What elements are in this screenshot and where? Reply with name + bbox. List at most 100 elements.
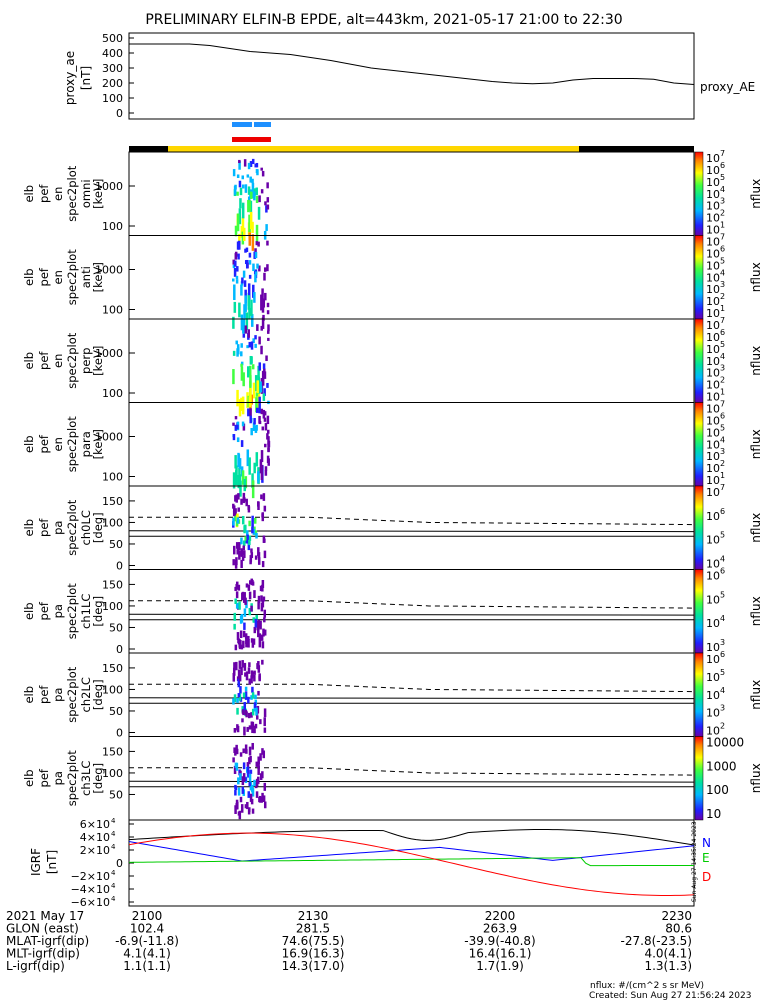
pa-flux-cell — [247, 667, 251, 674]
pa-flux-cell — [263, 609, 267, 618]
pa-flux-cell — [253, 702, 257, 708]
colorbar-tick-base: 10 — [706, 671, 720, 684]
pa-panel-frame — [128, 736, 695, 821]
energy-flux-cell — [255, 241, 259, 246]
energy-flux-cell — [251, 178, 254, 184]
colorbar-tick-exp: 5 — [720, 531, 725, 540]
energy-ytick: 1000 — [95, 180, 123, 193]
energy-flux-cell — [245, 259, 249, 269]
pa-flux-cell — [261, 771, 264, 779]
panel-label-line: elb — [22, 268, 36, 286]
energy-flux-cell — [262, 363, 266, 369]
energy-flux-cell — [263, 411, 267, 416]
footer-value: -27.8(-23.5) — [621, 934, 692, 948]
pa-flux-cell — [236, 513, 239, 521]
pa-flux-cell — [263, 801, 267, 809]
pa-flux-cell — [254, 694, 257, 700]
colorbar-tick-exp: 2 — [720, 722, 725, 731]
igrf-ytick-exp: 4 — [111, 817, 116, 825]
energy-flux-cell — [263, 388, 266, 396]
pa-flux-cell — [242, 762, 246, 770]
energy-flux-cell — [254, 274, 257, 283]
colorbar-tick-base: 10 — [706, 462, 720, 475]
pa-flux-cell — [258, 675, 261, 680]
pa-flux-cell — [233, 694, 237, 703]
pa-panel-frame — [128, 569, 695, 654]
energy-flux-cell — [241, 175, 245, 180]
pa-flux-cell — [250, 721, 254, 730]
pa-flux-cell — [263, 505, 267, 512]
energy-flux-cell — [251, 364, 255, 370]
energy-flux-cell — [264, 469, 268, 476]
pa-90deg-line — [128, 613, 695, 616]
colorbar-7 — [694, 736, 704, 821]
energy-flux-cell — [241, 184, 245, 189]
pa-panel-frame — [128, 652, 695, 737]
pa-flux-cell — [249, 793, 253, 802]
pa-flux-cell — [241, 515, 245, 525]
proxy-ae-panel: proxy_ae [nT] 500 400 300 200 100 0 proxy_AE — [63, 32, 755, 120]
energy-flux-cell — [248, 365, 252, 377]
energy-flux-cell — [262, 314, 265, 321]
pa-flux-cell — [240, 537, 243, 545]
energy-flux-cell — [254, 248, 257, 254]
pa-flux-cell — [243, 662, 247, 671]
energy-panel-frame — [128, 402, 695, 487]
energy-flux-cell — [241, 231, 245, 245]
energy-flux-cell — [264, 443, 267, 448]
energy-flux-cell — [246, 174, 250, 178]
pa-flux-cell — [263, 717, 266, 727]
pa-flux-cell — [243, 702, 247, 711]
energy-flux-cell — [266, 382, 269, 388]
pa-flux-cell — [244, 744, 248, 754]
igrf-ytick: 4×10 — [80, 831, 110, 844]
colorbar-tick-base: 10 — [706, 236, 720, 249]
energy-flux-cell — [240, 440, 244, 447]
footer-row-label: MLAT-igrf(dip) — [6, 934, 89, 948]
proxy-ae-ytick: 100 — [102, 92, 123, 105]
energy-flux-cell — [255, 452, 259, 467]
pa-flux-cell — [251, 742, 254, 750]
night-bar-left — [129, 146, 168, 152]
pa-flux-cell — [237, 507, 240, 512]
energy-flux-cell — [256, 263, 259, 269]
energy-flux-cell — [241, 277, 244, 284]
colorbar-tick-exp: 2 — [720, 209, 725, 218]
energy-flux-cell — [248, 200, 251, 211]
pa-flux-cell — [232, 510, 236, 517]
energy-flux-cell — [241, 470, 245, 485]
colorbar-tick-exp: 2 — [720, 459, 725, 468]
pa-flux-cell — [248, 678, 251, 685]
pa-flux-cell — [234, 784, 237, 790]
colorbar-tick-exp: 5 — [720, 173, 725, 182]
colorbar-tick-base: 10 — [706, 224, 720, 237]
panel-label-line: pef — [37, 601, 51, 620]
pa-flux-cell — [243, 540, 246, 546]
pa-flux-cell — [250, 670, 254, 679]
pa-flux-cell — [252, 638, 256, 645]
energy-flux-cell — [255, 187, 258, 196]
pa-ytick: 150 — [102, 495, 123, 508]
igrf-panel: IGRF [nT] 6×10 44×10 42×10 40−2×10 4−4×10 4−6… — [29, 817, 711, 909]
energy-flux-cell — [247, 329, 250, 338]
pa-flux-cell — [241, 556, 245, 561]
energy-flux-cell — [245, 247, 249, 252]
colorbar-tick-base: 10 — [706, 247, 720, 260]
pa-anti-losscone-line — [129, 516, 695, 526]
energy-flux-cell — [260, 167, 263, 171]
footer-value: 281.5 — [296, 922, 330, 936]
pa-flux-cell — [257, 557, 261, 565]
panel-label-line: en — [51, 270, 65, 284]
red-marker — [232, 137, 271, 142]
pa-flux-cell — [250, 675, 253, 684]
colorbar-tick-base: 10 — [706, 486, 720, 499]
pa-flux-cell — [236, 725, 240, 733]
energy-flux-cell — [257, 241, 260, 247]
energy-flux-cell — [266, 204, 270, 210]
sunlight-bar — [168, 146, 579, 152]
footer-row-label: L-igrf(dip) — [6, 959, 65, 973]
pa-flux-cell — [247, 770, 250, 778]
pa-flux-cell — [240, 498, 243, 505]
energy-flux-cell — [267, 324, 270, 332]
